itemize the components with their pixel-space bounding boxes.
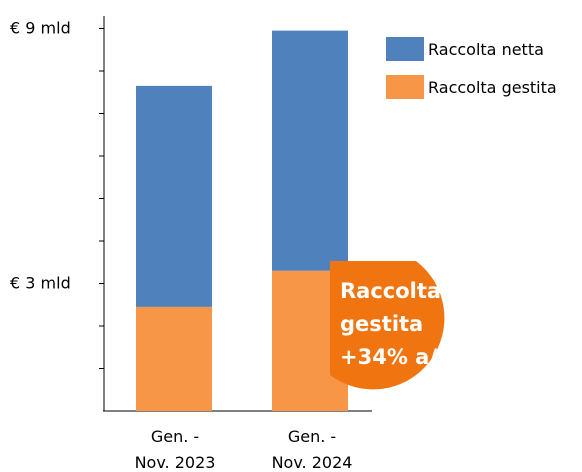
labels: Gen. - Nov. 2023 Gen. - Nov. 2024 <box>135 427 353 472</box>
bar-netta-2 <box>272 30 348 271</box>
annotation-text: Raccolta <box>340 279 441 303</box>
legend-swatch <box>386 37 424 61</box>
annotation-bubble <box>330 261 445 390</box>
annotation-text: +34% a/a <box>340 345 451 369</box>
x-tick-label: Nov. 2024 <box>272 453 353 472</box>
legend-swatch <box>386 75 424 99</box>
x-tick-label: Gen. - <box>288 427 336 446</box>
growth-annotation: Raccolta gestita +34% a/a <box>330 261 451 390</box>
x-tick-label: Gen. - <box>151 427 199 446</box>
bar-netta-1 <box>136 85 212 307</box>
legend-label: Raccolta netta <box>428 40 544 59</box>
bar-gestita-1 <box>136 306 212 411</box>
legend: Raccolta netta Raccolta gestita <box>386 37 557 99</box>
y-tick-label: € 9 mld <box>10 19 71 38</box>
axes: € 3 mld € 9 mld <box>10 16 372 412</box>
y-tick-label: € 3 mld <box>10 274 71 293</box>
x-tick-label: Nov. 2023 <box>135 453 216 472</box>
bars <box>136 30 348 411</box>
legend-label: Raccolta gestita <box>428 78 557 97</box>
annotation-text: gestita <box>340 312 423 336</box>
